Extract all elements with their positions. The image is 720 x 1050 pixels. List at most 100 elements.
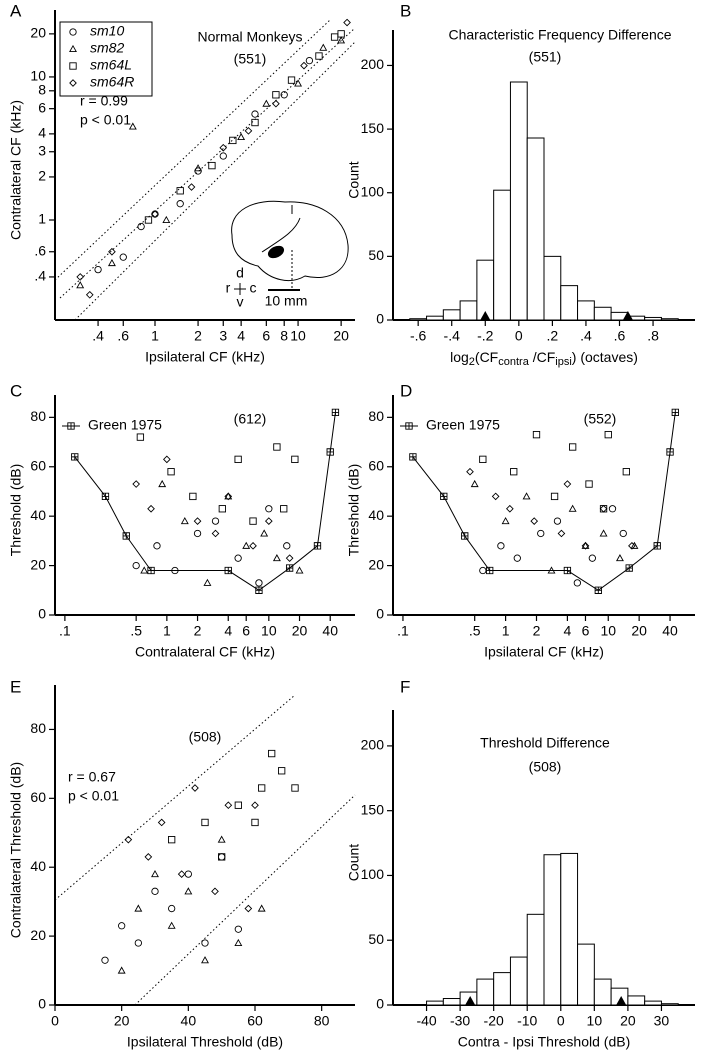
point xyxy=(101,956,109,964)
legend-label: sm82 xyxy=(90,40,124,56)
x-tick-label: 4 xyxy=(224,623,232,639)
point xyxy=(466,467,474,476)
x-tick-label: .4 xyxy=(92,328,104,344)
point xyxy=(653,542,661,550)
point xyxy=(151,869,159,878)
point xyxy=(219,143,228,152)
x-tick-label: 20 xyxy=(631,623,647,639)
point xyxy=(501,516,510,525)
x-tick-label: 1 xyxy=(163,623,171,639)
point xyxy=(331,408,340,417)
point xyxy=(137,222,145,231)
bar xyxy=(409,318,428,321)
reference-line xyxy=(134,794,356,1006)
series-line xyxy=(74,412,336,591)
y-tick-label: 150 xyxy=(361,801,385,817)
point xyxy=(201,956,209,964)
point xyxy=(71,453,79,461)
point xyxy=(177,870,186,878)
point xyxy=(201,818,209,827)
point xyxy=(251,818,259,827)
point xyxy=(291,784,299,792)
point xyxy=(147,504,155,513)
point xyxy=(119,253,127,261)
point xyxy=(249,541,257,550)
x-tick-label: 0 xyxy=(557,1013,565,1029)
point xyxy=(330,33,339,41)
point xyxy=(599,504,608,513)
y-tick-label: 0 xyxy=(376,606,384,622)
point xyxy=(628,541,636,550)
point xyxy=(532,430,541,439)
y-tick-label: 40 xyxy=(30,858,46,874)
compass-label: c xyxy=(250,280,257,296)
point xyxy=(208,161,216,170)
x-tick-label: 4 xyxy=(237,328,245,344)
chart-title: Threshold Difference xyxy=(480,735,610,751)
scale-bar-label: 10 mm xyxy=(265,293,308,309)
point xyxy=(217,835,226,843)
point xyxy=(229,136,237,145)
legend-marker xyxy=(67,422,75,430)
point xyxy=(147,566,155,575)
x-axis-label-part: log xyxy=(450,349,469,365)
reference-line xyxy=(59,27,356,299)
point xyxy=(272,91,280,99)
point xyxy=(211,529,220,538)
compass-label: r xyxy=(226,280,231,296)
bar xyxy=(593,978,612,1006)
point xyxy=(76,281,85,289)
chart-title: Normal Monkeys xyxy=(197,29,302,45)
point xyxy=(251,118,259,127)
y-tick-label: 0 xyxy=(376,311,384,327)
point xyxy=(187,183,196,191)
point xyxy=(622,468,630,476)
point xyxy=(513,554,521,562)
point xyxy=(218,853,226,861)
point xyxy=(176,187,184,195)
y-axis-label: Contralateral Threshold (dB) xyxy=(8,762,24,938)
point xyxy=(594,586,602,594)
x-tick-label: 3 xyxy=(219,328,227,344)
bar xyxy=(509,956,528,1006)
point xyxy=(568,504,577,512)
legend-marker xyxy=(69,62,77,70)
point xyxy=(326,448,334,456)
point xyxy=(244,126,253,135)
point xyxy=(619,529,627,538)
legend-marker xyxy=(405,422,413,430)
y-axis-label: Threshold (dB) xyxy=(8,464,24,557)
point xyxy=(522,492,531,500)
x-tick-label: .5 xyxy=(130,623,142,639)
x-tick-label: 6 xyxy=(262,328,270,344)
chart-subtitle: (551) xyxy=(529,49,562,65)
y-tick-label: 10 xyxy=(30,68,46,84)
point xyxy=(107,258,116,267)
x-tick-label: -20 xyxy=(484,1013,504,1029)
point xyxy=(194,164,203,172)
bar xyxy=(577,943,595,1006)
point xyxy=(211,517,220,525)
point xyxy=(203,578,212,586)
x-tick-label: 4 xyxy=(564,623,572,639)
y-tick-label: 60 xyxy=(30,457,46,473)
point xyxy=(625,564,633,572)
point xyxy=(268,749,276,758)
bar xyxy=(493,972,511,1006)
x-tick-label: -30 xyxy=(450,1013,470,1029)
point xyxy=(140,566,149,574)
x-tick-label: -.2 xyxy=(477,328,494,344)
chart-subtitle: (551) xyxy=(234,51,267,67)
point xyxy=(506,504,514,513)
point xyxy=(224,492,233,501)
y-tick-label: 80 xyxy=(30,408,46,424)
x-tick-label: 10 xyxy=(600,623,616,639)
point xyxy=(470,479,479,488)
series-line xyxy=(412,412,676,591)
point xyxy=(218,853,226,861)
point xyxy=(193,517,202,525)
point xyxy=(319,43,328,51)
legend-marker xyxy=(69,44,77,53)
point xyxy=(262,99,271,107)
